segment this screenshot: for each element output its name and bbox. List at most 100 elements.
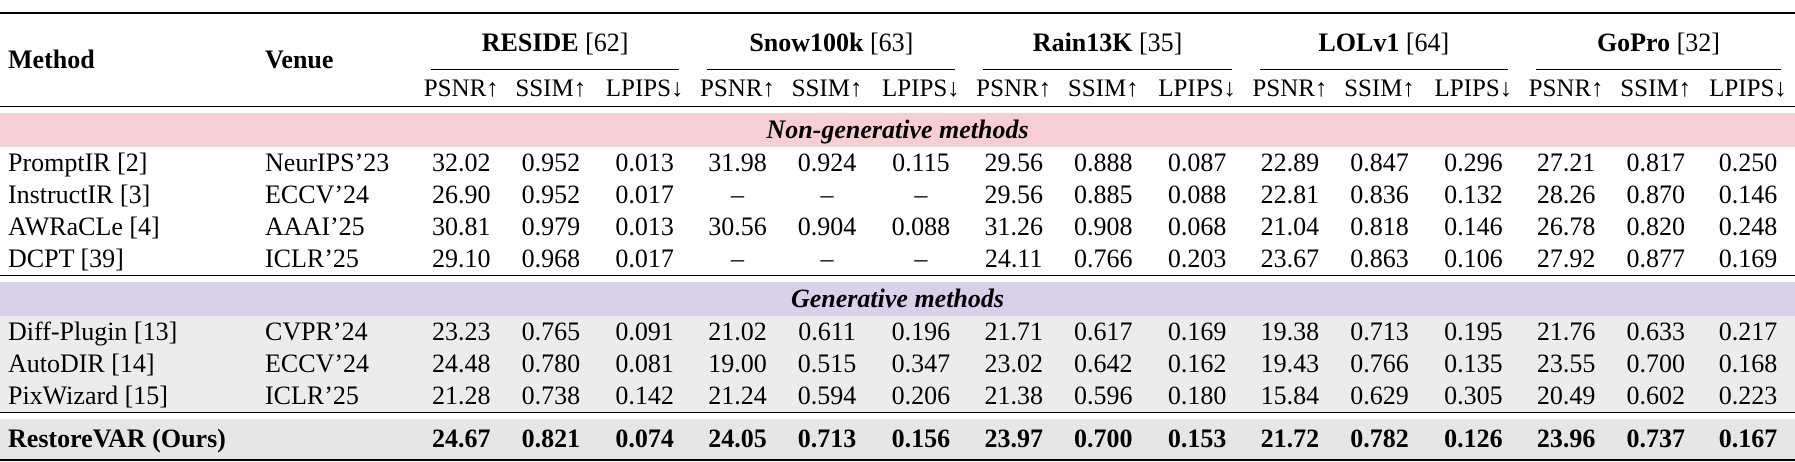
metric-header: PSNR↑ [1528,75,1604,102]
metric-value: 0.820 [1626,212,1685,241]
metric-value: – [730,244,744,273]
metric-value: 0.594 [781,380,873,413]
metric-value: 0.611 [781,316,873,348]
section-header-row: Generative methods [0,282,1795,316]
metric-value: 24.48 [416,348,506,380]
metric-value: 21.28 [416,380,506,413]
metric-value: 24.67 [416,419,506,460]
metric-value: 0.908 [1074,212,1133,241]
metric-value: 0.196 [872,316,970,348]
metric-value: 0.617 [1057,316,1149,348]
venue-name: CVPR’24 [257,316,417,348]
metric-value: 0.180 [1148,380,1246,413]
metric-value: 0.818 [1350,212,1409,241]
metric-value: 0.870 [1626,180,1685,209]
metric-value: 19.38 [1245,316,1335,348]
metric-value: 0.169 [1718,244,1778,273]
metric-value: 0.885 [1074,180,1133,209]
metric-value: 22.81 [1260,180,1320,209]
metric-value: 24.05 [693,419,782,460]
metric-value: 28.26 [1536,180,1596,209]
metric-value: 0.515 [781,348,873,380]
venue-name [257,419,417,460]
metric-header: PSNR↑ [423,75,499,102]
method-name: Diff-Plugin [13] [0,316,258,348]
metric-value: 21.02 [693,316,782,348]
metric-value: 0.167 [1701,419,1795,460]
metric-value: 21.72 [1245,419,1335,460]
metric-value: 0.924 [797,148,857,177]
metric-value: 27.21 [1536,148,1596,177]
metric-value: 23.96 [1521,419,1611,460]
metric-value: – [730,180,744,209]
metric-value: 0.305 [1424,380,1522,413]
metric-header: LPIPS↓ [1709,75,1787,102]
method-name: InstructIR [3] [8,180,151,209]
table-row: AutoDIR [14] ECCV’24 24.48 0.780 0.081 19.00 0… [0,348,1795,380]
metric-value: 0.126 [1424,419,1522,460]
dataset-header-snow100k: Snow100k [63] [693,13,969,72]
metric-value: 0.223 [1701,380,1795,413]
method-name: AutoDIR [14] [0,348,258,380]
metric-value: 0.088 [1167,180,1227,209]
metric-value: 31.26 [984,212,1043,241]
venue-column-header: Venue [265,45,334,74]
metric-value: 23.67 [1260,244,1320,273]
metric-header: SSIM↑ [1067,75,1139,102]
metric-value: 24.11 [984,244,1043,273]
metric-value: 0.206 [872,380,970,413]
dataset-header-rain13k: Rain13K [35] [969,13,1245,72]
table-row: Diff-Plugin [13] CVPR’24 23.23 0.765 0.091 21… [0,316,1795,348]
metric-value: 0.766 [1334,348,1425,380]
metric-value: 0.952 [521,180,581,209]
metric-value: 0.087 [1167,148,1227,177]
metric-value: 0.347 [872,348,970,380]
section-header-row: Non-generative methods [0,113,1795,147]
metric-value: 0.132 [1444,180,1503,209]
method-name: RestoreVAR (Ours) [0,419,258,460]
metric-value: 30.81 [431,212,491,241]
metric-header: LPIPS↓ [882,75,960,102]
metric-value: 29.10 [431,244,491,273]
metric-value: 0.952 [521,148,581,177]
metric-value: 21.71 [969,316,1058,348]
metric-value: 0.074 [596,419,694,460]
metric-value: 0.017 [615,244,674,273]
metric-value: 0.633 [1610,316,1702,348]
metric-value: 0.765 [505,316,597,348]
metric-value: 0.596 [1057,380,1149,413]
metric-header-row: PSNR↑ SSIM↑ LPIPS↓ PSNR↑ SSIM↑ LPIPS↓ PSNR↑ SSI… [0,72,1795,107]
metric-value: 22.89 [1260,148,1320,177]
metric-header: SSIM↑ [515,75,587,102]
metric-value: 0.968 [521,244,581,273]
metric-value: 26.78 [1536,212,1596,241]
metric-value: 15.84 [1245,380,1335,413]
metric-value: 0.766 [1074,244,1133,273]
venue-name: ICLR’25 [265,244,359,273]
metric-header: LPIPS↓ [605,75,684,102]
metric-value: 0.877 [1626,244,1685,273]
venue-name: ECCV’24 [257,348,417,380]
metric-value: 0.013 [615,148,674,177]
metric-value: 0.713 [781,419,873,460]
metric-value: 23.97 [969,419,1058,460]
method-column-header: Method [8,45,95,74]
metric-value: 0.195 [1424,316,1522,348]
metric-value: 21.04 [1260,212,1320,241]
metric-value: 0.168 [1701,348,1795,380]
metric-value: 29.56 [984,148,1043,177]
method-name: PromptIR [2] [8,148,148,177]
venue-name: ICLR’25 [257,380,417,413]
metric-value: 23.55 [1521,348,1611,380]
metric-value: 0.146 [1718,180,1778,209]
metric-value: 0.817 [1626,148,1685,177]
metric-value: 0.296 [1444,148,1503,177]
metric-value: 0.146 [1444,212,1503,241]
metric-value: 27.92 [1536,244,1596,273]
metric-value: 0.106 [1444,244,1503,273]
method-name: PixWizard [15] [0,380,258,413]
metric-value: 0.091 [596,316,694,348]
metric-value: 0.081 [596,348,694,380]
metric-header: LPIPS↓ [1434,75,1513,102]
